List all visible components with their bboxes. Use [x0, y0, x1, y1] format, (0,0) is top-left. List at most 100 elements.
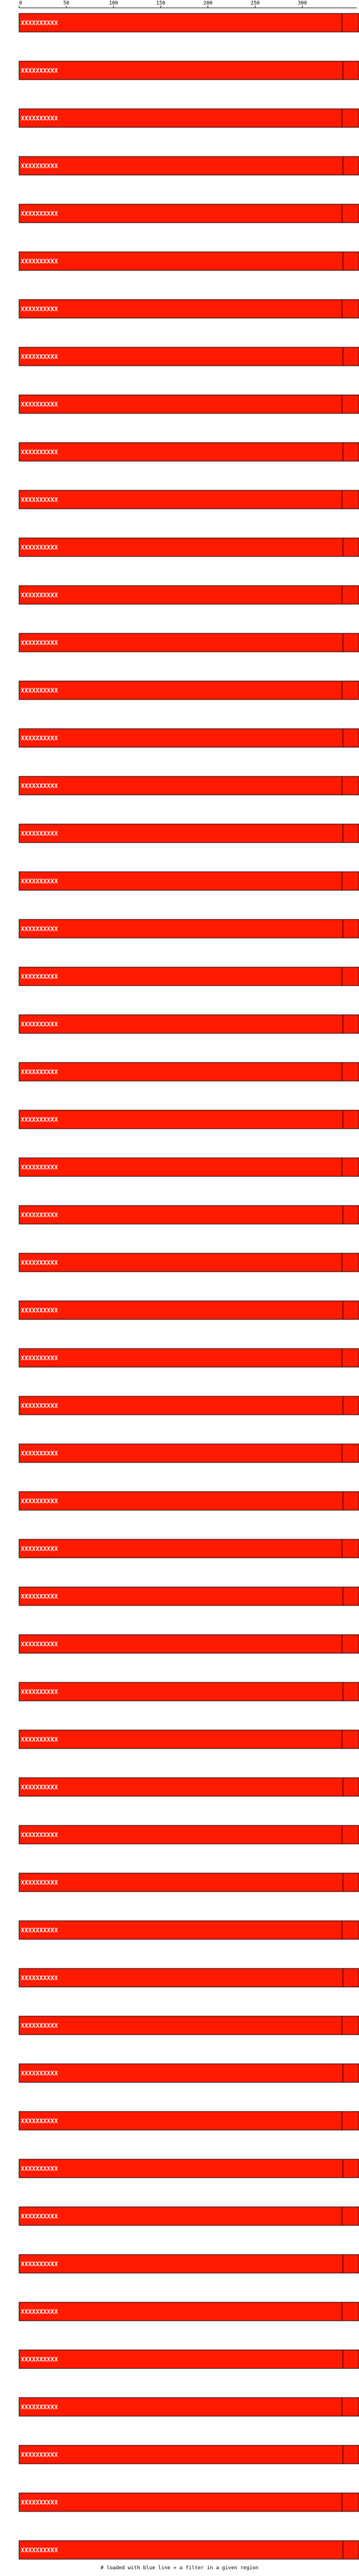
bar: [19, 61, 359, 80]
bar-label: XXXXXXXXXX: [21, 163, 58, 170]
bar: [19, 776, 359, 795]
bar-row: XXXXXXXXXX: [19, 2302, 359, 2321]
bar-row: XXXXXXXXXX: [19, 2397, 359, 2417]
bars-group: XXXXXXXXXX XXXXXXXXXX XXXXXXXXXX XXXXXXXXXX…: [19, 13, 359, 2560]
bar: [19, 1920, 359, 1940]
bar: [19, 2063, 359, 2083]
x-tick-label: 200: [204, 1, 213, 6]
bar-row: XXXXXXXXXX: [19, 2063, 359, 2083]
bar: [19, 1062, 359, 1082]
x-tick-label: 0: [19, 1, 22, 6]
bar-row: XXXXXXXXXX: [19, 299, 359, 319]
bar: [19, 204, 359, 223]
bar-label: XXXXXXXXXX: [21, 306, 58, 313]
bar-label: XXXXXXXXXX: [21, 878, 58, 885]
bar-row: XXXXXXXXXX: [19, 967, 359, 986]
bar-label: XXXXXXXXXX: [21, 2070, 58, 2077]
bar-label: XXXXXXXXXX: [21, 2547, 58, 2554]
x-axis: 0 50 100 150 200 250 300: [19, 1, 357, 8]
bar: [19, 1157, 359, 1177]
bar: [19, 1253, 359, 1272]
bar: [19, 2016, 359, 2035]
bar-row: XXXXXXXXXX: [19, 1873, 359, 1892]
bar-label: XXXXXXXXXX: [21, 401, 58, 408]
bar-row: XXXXXXXXXX: [19, 1157, 359, 1177]
bar-label: XXXXXXXXXX: [21, 2213, 58, 2220]
bar: [19, 1873, 359, 1892]
bar-label: XXXXXXXXXX: [21, 1164, 58, 1171]
bar: [19, 442, 359, 462]
bar-row: XXXXXXXXXX: [19, 2111, 359, 2131]
bar-label: XXXXXXXXXX: [21, 210, 58, 218]
bar-row: XXXXXXXXXX: [19, 2206, 359, 2226]
bar-label: XXXXXXXXXX: [21, 592, 58, 599]
bar-row: XXXXXXXXXX: [19, 824, 359, 843]
bar-row: XXXXXXXXXX: [19, 394, 359, 414]
bar: [19, 1300, 359, 1320]
bar: [19, 1396, 359, 1415]
bar: [19, 2206, 359, 2226]
bar: [19, 967, 359, 986]
bar: [19, 108, 359, 128]
bar-row: XXXXXXXXXX: [19, 2016, 359, 2035]
bar-label: XXXXXXXXXX: [21, 67, 58, 75]
bar-label: XXXXXXXXXX: [21, 1021, 58, 1028]
bar: [19, 824, 359, 843]
bar-label: XXXXXXXXXX: [21, 1402, 58, 1410]
bar: [19, 2397, 359, 2417]
bar-row: XXXXXXXXXX: [19, 2349, 359, 2369]
bar-label: XXXXXXXXXX: [21, 449, 58, 456]
bar-row: XXXXXXXXXX: [19, 1777, 359, 1797]
bar-label: XXXXXXXXXX: [21, 2404, 58, 2411]
bar: [19, 680, 359, 700]
bar-label: XXXXXXXXXX: [21, 353, 58, 361]
bar-label: XXXXXXXXXX: [21, 783, 58, 790]
bar-row: XXXXXXXXXX: [19, 1205, 359, 1225]
bar: [19, 728, 359, 748]
bar-label: XXXXXXXXXX: [21, 1879, 58, 1887]
x-tick-label: 250: [251, 1, 260, 6]
bar-label: XXXXXXXXXX: [21, 1355, 58, 1362]
bar: [19, 1539, 359, 1558]
bar-row: XXXXXXXXXX: [19, 1539, 359, 1558]
bar-row: XXXXXXXXXX: [19, 1253, 359, 1272]
bar: [19, 490, 359, 509]
bar-row: XXXXXXXXXX: [19, 1729, 359, 1749]
bar-row: XXXXXXXXXX: [19, 61, 359, 80]
bar-row: XXXXXXXXXX: [19, 1443, 359, 1463]
bar: [19, 1491, 359, 1511]
bar-label: XXXXXXXXXX: [21, 735, 58, 742]
bar-label: XXXXXXXXXX: [21, 2499, 58, 2506]
bar-row: XXXXXXXXXX: [19, 2159, 359, 2178]
bar-label: XXXXXXXXXX: [21, 1116, 58, 1124]
bar-label: XXXXXXXXXX: [21, 115, 58, 122]
bar-label: XXXXXXXXXX: [21, 1259, 58, 1267]
bar: [19, 1443, 359, 1463]
x-tick-label: 300: [298, 1, 307, 6]
bar-row: XXXXXXXXXX: [19, 537, 359, 557]
bar: [19, 1110, 359, 1129]
bar: [19, 1205, 359, 1225]
bar-row: XXXXXXXXXX: [19, 1110, 359, 1129]
bar-row: XXXXXXXXXX: [19, 2492, 359, 2512]
bar-row: XXXXXXXXXX: [19, 871, 359, 891]
bar-row: XXXXXXXXXX: [19, 1062, 359, 1082]
bar-label: XXXXXXXXXX: [21, 496, 58, 504]
bar-label: XXXXXXXXXX: [21, 1832, 58, 1839]
bar-label: XXXXXXXXXX: [21, 2022, 58, 2030]
bar-row: XXXXXXXXXX: [19, 108, 359, 128]
bar: [19, 1777, 359, 1797]
bar-label: XXXXXXXXXX: [21, 973, 58, 981]
bar: [19, 537, 359, 557]
bar-label: XXXXXXXXXX: [21, 1545, 58, 1553]
bar-row: XXXXXXXXXX: [19, 2445, 359, 2464]
bar: [19, 633, 359, 652]
bar: [19, 919, 359, 939]
bar: [19, 2302, 359, 2321]
bar-label: XXXXXXXXXX: [21, 1641, 58, 1648]
bar-label: XXXXXXXXXX: [21, 258, 58, 265]
bar-row: XXXXXXXXXX: [19, 633, 359, 652]
bar-label: XXXXXXXXXX: [21, 1212, 58, 1219]
bar: [19, 1729, 359, 1749]
